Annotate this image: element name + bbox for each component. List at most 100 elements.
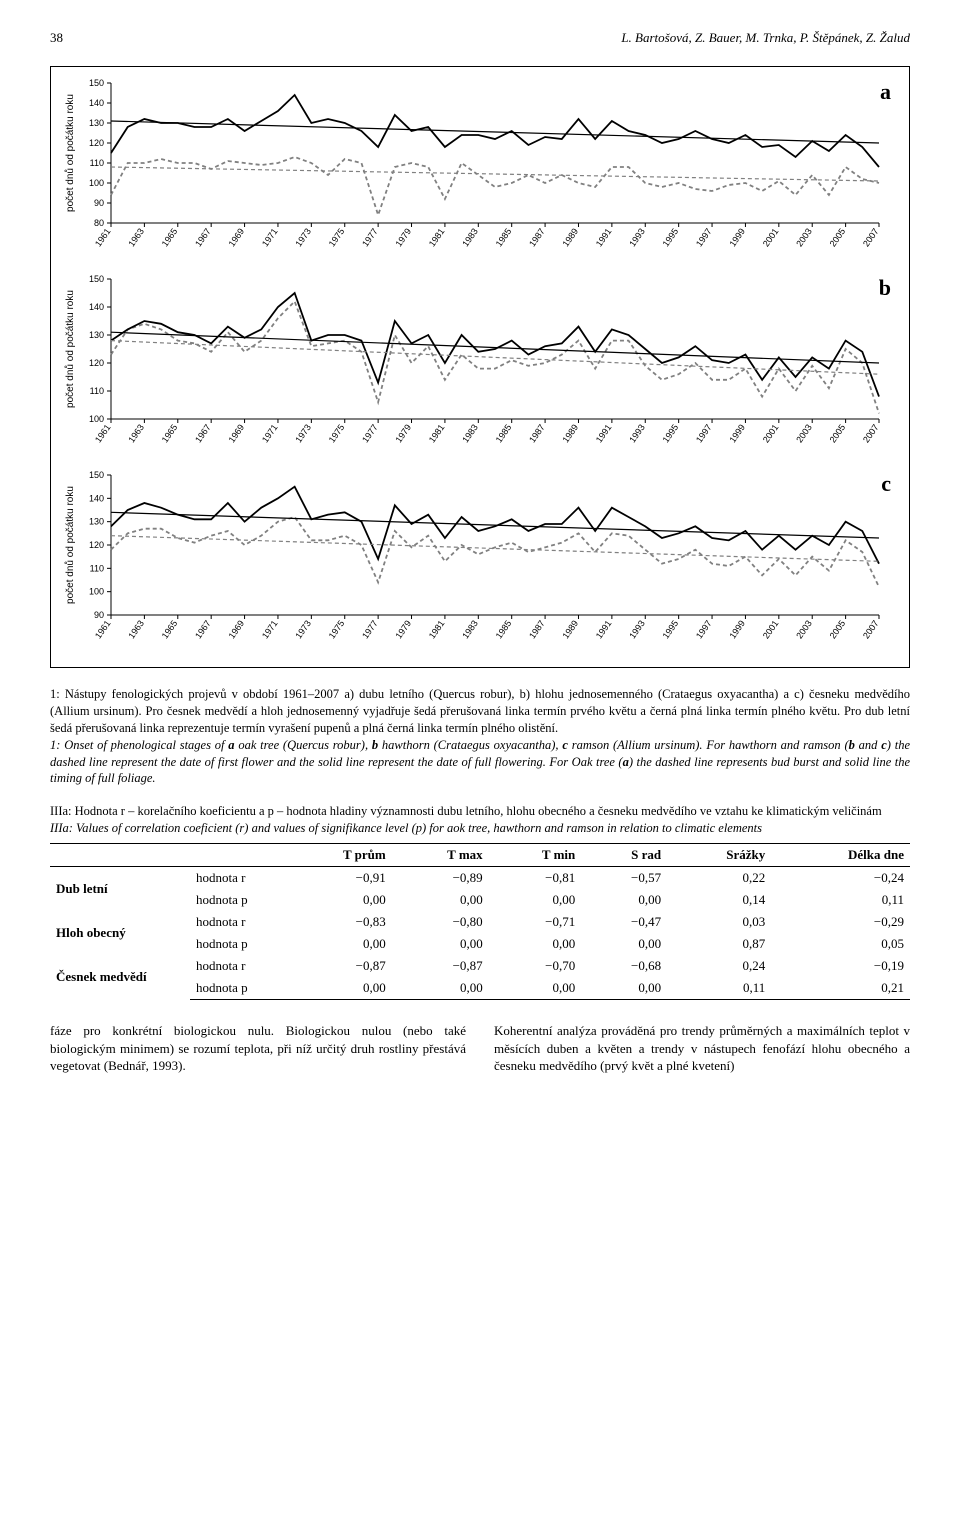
svg-text:1999: 1999 [727, 618, 747, 640]
table-cell: −0,83 [280, 911, 392, 933]
svg-text:140: 140 [89, 98, 104, 108]
svg-text:1983: 1983 [460, 618, 480, 640]
svg-text:1977: 1977 [360, 422, 380, 444]
svg-text:2007: 2007 [861, 618, 881, 640]
table-cell: −0,87 [392, 955, 489, 977]
svg-text:120: 120 [89, 138, 104, 148]
svg-text:130: 130 [89, 118, 104, 128]
page-header: 38 L. Bartošová, Z. Bauer, M. Trnka, P. … [50, 30, 910, 46]
table-cell: −0,87 [280, 955, 392, 977]
svg-text:1975: 1975 [327, 226, 347, 248]
svg-text:90: 90 [94, 610, 104, 620]
svg-text:1969: 1969 [227, 618, 247, 640]
table-cell: 0,03 [667, 911, 771, 933]
col-h-2: T min [489, 844, 582, 867]
table-row: Dub letníhodnota r−0,91−0,89−0,81−0,570,… [50, 867, 910, 890]
table-cell: 0,87 [667, 933, 771, 955]
col-h-0: T prům [280, 844, 392, 867]
table-cell: 0,00 [392, 889, 489, 911]
svg-text:1963: 1963 [126, 618, 146, 640]
svg-text:1993: 1993 [627, 422, 647, 444]
svg-text:1977: 1977 [360, 618, 380, 640]
svg-text:1971: 1971 [260, 226, 280, 248]
col-h-3: S rad [581, 844, 667, 867]
table-cell: −0,81 [489, 867, 582, 890]
svg-text:150: 150 [89, 274, 104, 284]
correlation-table: T prům T max T min S rad Srážky Délka dn… [50, 843, 910, 1000]
svg-text:1965: 1965 [160, 618, 180, 640]
table-cell: 0,11 [771, 889, 910, 911]
table-cell: 0,11 [667, 977, 771, 1000]
table-cell: −0,80 [392, 911, 489, 933]
table-cell: 0,00 [581, 933, 667, 955]
charts-container: a 80901001101201301401501961196319651967… [50, 66, 910, 668]
svg-text:1985: 1985 [494, 422, 514, 444]
svg-text:1975: 1975 [327, 618, 347, 640]
svg-text:2001: 2001 [761, 422, 781, 444]
table-cell: 0,00 [280, 977, 392, 1000]
svg-text:130: 130 [89, 330, 104, 340]
body-col-right: Koherentní analýza prováděná pro trendy … [494, 1022, 910, 1075]
page-number: 38 [50, 30, 63, 46]
svg-text:110: 110 [90, 386, 104, 396]
svg-text:počet dnů od počátku roku: počet dnů od počátku roku [64, 486, 76, 604]
svg-text:1967: 1967 [193, 226, 213, 248]
svg-text:100: 100 [89, 178, 104, 188]
svg-text:120: 120 [89, 540, 104, 550]
table-cell: 0,14 [667, 889, 771, 911]
table-cell: −0,29 [771, 911, 910, 933]
table-cell: −0,24 [771, 867, 910, 890]
svg-text:1991: 1991 [594, 226, 614, 248]
table-cell: 0,00 [489, 977, 582, 1000]
svg-text:110: 110 [90, 158, 104, 168]
table-caption-en: IIIa: Values of correlation coeficient (… [50, 821, 762, 835]
table-cell: 0,00 [581, 889, 667, 911]
svg-text:1973: 1973 [293, 618, 313, 640]
svg-text:1981: 1981 [427, 422, 447, 444]
table-row: Hloh obecnýhodnota r−0,83−0,80−0,71−0,47… [50, 911, 910, 933]
row-sub-label: hodnota r [190, 955, 280, 977]
row-sub-label: hodnota p [190, 889, 280, 911]
svg-text:1963: 1963 [126, 226, 146, 248]
row-sub-label: hodnota r [190, 867, 280, 890]
svg-text:1991: 1991 [594, 618, 614, 640]
svg-text:140: 140 [89, 302, 104, 312]
svg-text:90: 90 [94, 198, 104, 208]
svg-text:2007: 2007 [861, 422, 881, 444]
body-columns: fáze pro konkrétní biologickou nulu. Bio… [50, 1022, 910, 1075]
table-row: Česnek medvědíhodnota r−0,87−0,87−0,70−0… [50, 955, 910, 977]
table-cell: 0,24 [667, 955, 771, 977]
svg-text:2005: 2005 [828, 226, 848, 248]
table-cell: 0,05 [771, 933, 910, 955]
svg-text:1985: 1985 [494, 618, 514, 640]
table-cell: 0,00 [280, 933, 392, 955]
panel-label-b: b [879, 275, 891, 301]
svg-text:1995: 1995 [661, 226, 681, 248]
svg-text:1983: 1983 [460, 226, 480, 248]
table-cell: 0,00 [280, 889, 392, 911]
table-cell: 0,00 [489, 889, 582, 911]
table-cell: 0,00 [392, 977, 489, 1000]
svg-text:1979: 1979 [393, 618, 413, 640]
table-caption: IIIa: Hodnota r – korelačního koeficient… [50, 803, 910, 837]
svg-text:1995: 1995 [661, 618, 681, 640]
svg-text:2003: 2003 [794, 618, 814, 640]
svg-text:1995: 1995 [661, 422, 681, 444]
svg-text:1977: 1977 [360, 226, 380, 248]
svg-text:1997: 1997 [694, 618, 714, 640]
svg-text:1987: 1987 [527, 618, 547, 640]
svg-text:1961: 1961 [93, 226, 113, 248]
table-cell: 0,00 [581, 977, 667, 1000]
svg-text:1981: 1981 [427, 618, 447, 640]
svg-text:1975: 1975 [327, 422, 347, 444]
chart-a: a 80901001101201301401501961196319651967… [59, 75, 901, 265]
svg-text:1985: 1985 [494, 226, 514, 248]
figure-caption-en: 1: Onset of phenological stages of a oak… [50, 738, 910, 786]
table-cell: −0,57 [581, 867, 667, 890]
chart-b: b 10011012013014015019611963196519671969… [59, 271, 901, 461]
svg-text:1965: 1965 [160, 226, 180, 248]
table-cell: 0,22 [667, 867, 771, 890]
table-cell: −0,89 [392, 867, 489, 890]
svg-text:1989: 1989 [560, 422, 580, 444]
svg-text:1989: 1989 [560, 226, 580, 248]
